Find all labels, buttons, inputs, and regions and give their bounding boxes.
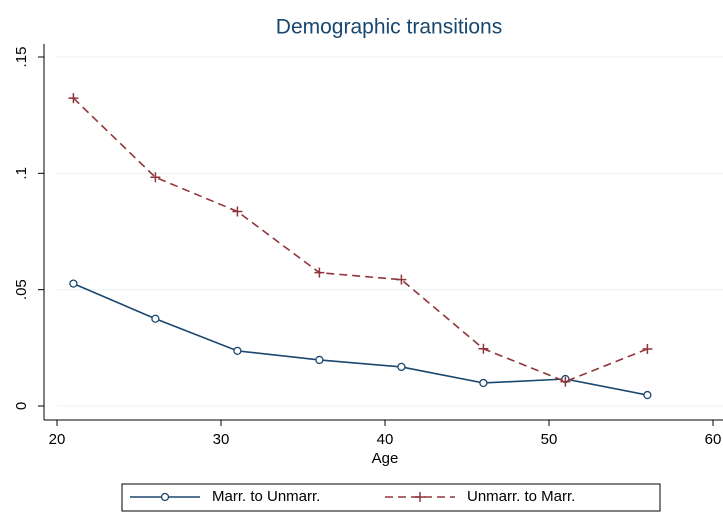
legend-label: Marr. to Unmarr. — [212, 488, 320, 505]
x-tick-label: 60 — [705, 431, 722, 448]
x-tick-label: 20 — [49, 431, 66, 448]
point — [396, 274, 407, 285]
point — [68, 93, 79, 104]
point — [150, 172, 161, 183]
point — [478, 343, 489, 354]
y-tick-label: .15 — [13, 47, 30, 68]
point — [479, 378, 488, 388]
point — [643, 390, 652, 400]
chart-title: Demographic transitions — [276, 16, 502, 39]
y-tick-label: .1 — [13, 167, 30, 180]
point — [151, 314, 160, 323]
point — [160, 492, 170, 502]
point — [314, 267, 325, 278]
series-line — [73, 282, 648, 396]
point — [233, 346, 242, 356]
point — [232, 206, 243, 217]
point — [642, 343, 653, 354]
y-tick-label: .05 — [13, 279, 30, 300]
x-axis-label: Age — [372, 450, 399, 467]
legend-label: Unmarr. to Marr. — [467, 488, 575, 505]
x-tick-label: 30 — [213, 431, 230, 448]
point — [560, 376, 571, 387]
point — [315, 355, 324, 365]
point — [69, 279, 78, 288]
y-tick-label: 0 — [13, 402, 30, 410]
point — [415, 492, 425, 502]
x-tick-label: 50 — [541, 431, 558, 448]
x-tick-label: 40 — [377, 431, 394, 448]
point — [397, 362, 406, 372]
